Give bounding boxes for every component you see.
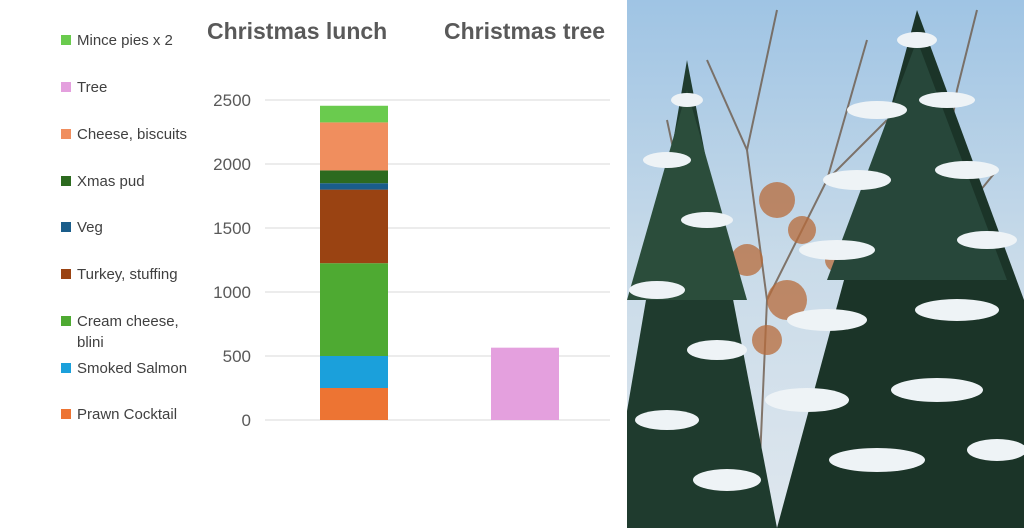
legend-item-veg: Veg xyxy=(61,217,195,238)
bar-segment-cream-cheese-blini-0 xyxy=(320,263,388,356)
bar-segment-tree-1 xyxy=(491,347,559,420)
y-tick-label-0: 0 xyxy=(242,411,251,430)
legend-swatch xyxy=(61,409,71,419)
legend-swatch xyxy=(61,269,71,279)
legend-swatch xyxy=(61,176,71,186)
legend-label: Prawn Cocktail xyxy=(77,406,178,423)
bar-segment-prawn-cocktail-0 xyxy=(320,388,388,420)
legend-swatch xyxy=(61,35,71,45)
chart-panel: Mince pies x 2 Tree Cheese, biscuits Xmas p… xyxy=(0,0,610,528)
legend-label: Tree xyxy=(77,79,108,96)
category-label-christmas-lunch: Christmas lunch xyxy=(207,18,388,44)
bar-segment-mince-pies-x-2-0 xyxy=(320,105,388,123)
legend-label: Smoked Salmon xyxy=(77,360,188,377)
legend-swatch xyxy=(61,129,71,139)
legend-swatch xyxy=(61,82,71,92)
bar-segment-turkey-stuffing-0 xyxy=(320,189,388,264)
legend-label: Xmas pud xyxy=(77,173,145,190)
snowy-trees-photo xyxy=(627,0,1024,528)
legend-item-cream-cheese-blini: Cream cheese, blini xyxy=(61,311,195,353)
y-tick-label-1000: 1000 xyxy=(213,283,251,302)
legend-label: Cheese, biscuits xyxy=(77,126,188,143)
legend-item-xmas-pud: Xmas pud xyxy=(61,171,195,192)
snowy-pine-trees-image xyxy=(627,0,1024,528)
legend-label: Turkey, stuffing xyxy=(77,266,178,283)
y-tick-label-2500: 2500 xyxy=(213,91,251,110)
legend-label: Mince pies x 2 xyxy=(77,32,173,49)
bar-segment-veg-0 xyxy=(320,183,388,190)
category-label-christmas-tree: Christmas tree xyxy=(444,18,606,44)
legend-item-mince-pies-x-2: Mince pies x 2 xyxy=(61,30,195,51)
legend-item-smoked-salmon: Smoked Salmon xyxy=(61,358,195,379)
bar-segment-cheese-biscuits-0 xyxy=(320,122,388,171)
legend-swatch xyxy=(61,222,71,232)
legend-item-prawn-cocktail: Prawn Cocktail xyxy=(61,404,195,425)
chart-legend: Mince pies x 2 Tree Cheese, biscuits Xmas p… xyxy=(0,0,200,528)
legend-item-cheese-biscuits: Cheese, biscuits xyxy=(61,124,195,145)
legend-swatch xyxy=(61,316,71,326)
legend-label: Veg xyxy=(77,219,103,236)
stacked-bar-plot: 0 500 1000 1500 2000 2500 xyxy=(213,91,610,430)
legend-label: Cream cheese, blini xyxy=(77,313,179,351)
y-tick-label-1500: 1500 xyxy=(213,219,251,238)
legend-item-turkey-stuffing: Turkey, stuffing xyxy=(61,264,195,285)
y-tick-label-2000: 2000 xyxy=(213,155,251,174)
y-tick-label-500: 500 xyxy=(223,347,251,366)
bar-segment-smoked-salmon-0 xyxy=(320,356,388,388)
legend-item-tree: Tree xyxy=(61,77,195,98)
legend-swatch xyxy=(61,363,71,373)
bar-segment-xmas-pud-0 xyxy=(320,170,388,184)
